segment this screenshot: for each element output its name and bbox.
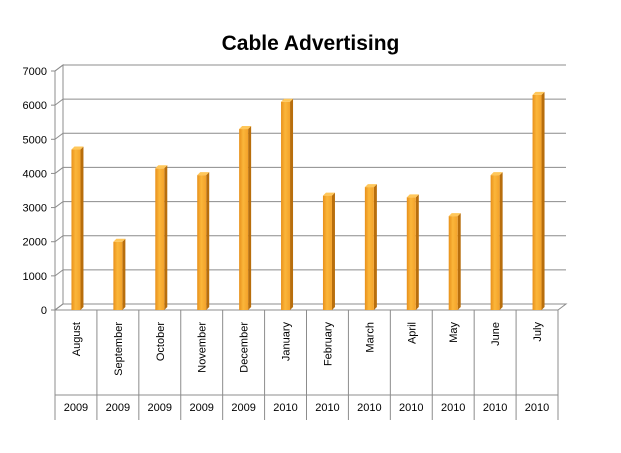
bar-top	[490, 172, 503, 176]
bar-front	[406, 197, 416, 310]
bar-top	[239, 126, 252, 130]
x-year-label: 2010	[525, 402, 549, 414]
bar-top	[197, 172, 210, 176]
bar-front	[532, 94, 542, 311]
bar-top	[406, 194, 419, 198]
bar	[532, 91, 545, 311]
gridline	[54, 235, 566, 243]
y-tick-label: 6000	[23, 100, 47, 112]
bar	[364, 184, 377, 310]
x-year-label: 2009	[106, 402, 130, 414]
bar-side	[80, 146, 84, 310]
y-tick-label: 4000	[23, 168, 47, 180]
x-year-label: 2010	[441, 402, 465, 414]
gridline	[54, 98, 566, 106]
gridline	[54, 201, 566, 208]
y-tick-label: 3000	[23, 203, 47, 215]
bar-front	[155, 168, 165, 310]
bar	[155, 165, 168, 310]
bar-front	[239, 129, 249, 310]
bar	[113, 238, 126, 310]
gridline	[54, 64, 566, 72]
x-category-label: November	[197, 322, 209, 373]
bar	[281, 98, 294, 310]
floor	[53, 303, 568, 311]
x-year-label: 2010	[399, 402, 423, 414]
gridline	[54, 166, 566, 174]
y-tick-label: 2000	[23, 237, 47, 249]
x-year-label: 2010	[315, 402, 339, 414]
y-tick-label: 7000	[23, 66, 47, 78]
bar-top	[448, 213, 461, 217]
bar-front	[281, 101, 291, 310]
x-category-label: June	[490, 322, 502, 346]
bar-front	[197, 175, 207, 310]
bar-top	[113, 238, 126, 242]
gridline	[54, 132, 566, 140]
bar-side	[415, 194, 419, 310]
bar	[239, 126, 252, 311]
bar	[490, 172, 503, 310]
bar-side	[331, 192, 335, 310]
x-year-label: 2010	[273, 402, 297, 414]
bar-front	[448, 216, 458, 310]
gridline	[54, 269, 566, 277]
x-category-label: February	[322, 322, 334, 367]
bar-front	[322, 195, 332, 310]
bar-side	[122, 238, 126, 310]
x-year-label: 2010	[483, 402, 507, 414]
bar-top	[322, 192, 335, 196]
x-year-label: 2009	[231, 402, 255, 414]
bar	[448, 213, 461, 310]
x-year-label: 2009	[148, 402, 172, 414]
x-year-label: 2010	[357, 402, 381, 414]
chart-title: Cable Advertising	[221, 32, 400, 55]
bar	[197, 172, 210, 310]
bar-side	[248, 126, 252, 311]
bar-front	[364, 187, 374, 310]
bar-side	[290, 98, 294, 310]
x-category-label: March	[364, 322, 376, 353]
bar-side	[206, 172, 210, 310]
bar-top	[532, 91, 545, 95]
x-category-label: September	[113, 322, 125, 376]
bar-front	[71, 149, 81, 310]
bar-top	[364, 184, 377, 188]
bar	[406, 194, 419, 310]
x-year-label: 2009	[189, 402, 213, 414]
y-tick-label: 1000	[23, 271, 47, 283]
gridline	[54, 303, 566, 311]
x-year-label: 2009	[64, 402, 88, 414]
bar-top	[71, 146, 84, 150]
bar	[71, 146, 84, 310]
x-category-label: January	[281, 322, 293, 362]
x-category-label: October	[155, 322, 167, 361]
bar-side	[373, 184, 377, 310]
x-category-label: April	[406, 322, 418, 344]
bar-front	[113, 241, 123, 310]
bar-side	[541, 91, 545, 311]
x-category-label: May	[448, 322, 460, 343]
x-category-label: July	[532, 322, 544, 342]
bar-front	[490, 175, 500, 310]
bar-side	[499, 172, 503, 310]
bar	[322, 192, 335, 310]
bar-side	[457, 213, 461, 310]
bar-side	[164, 165, 168, 310]
y-tick-label: 5000	[23, 134, 47, 146]
bar-top	[281, 98, 294, 102]
x-category-label: December	[239, 322, 251, 373]
x-category-label: August	[71, 322, 83, 356]
y-tick-label: 0	[41, 305, 47, 317]
bar-top	[155, 165, 168, 169]
